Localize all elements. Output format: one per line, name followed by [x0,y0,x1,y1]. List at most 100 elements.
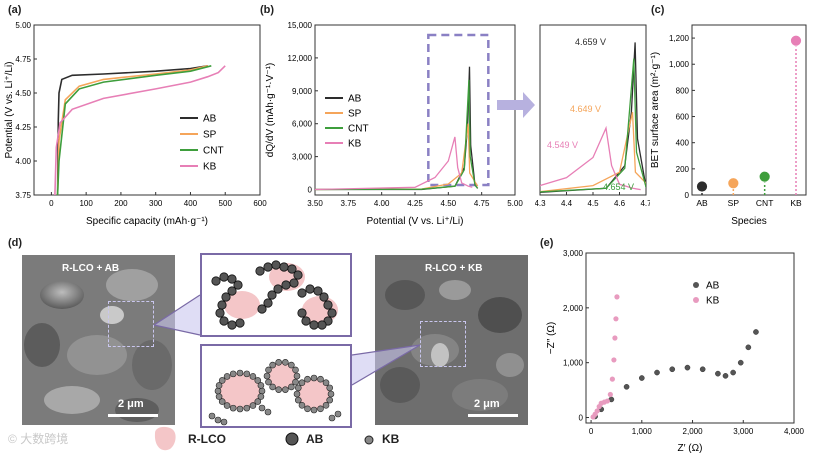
kb-particle [292,366,299,374]
point-ab [737,359,744,366]
y-tick-label: 1,000 [669,60,690,69]
ab-particle [219,272,229,282]
schematic-ab-drawing [211,260,338,330]
point-cnt [758,170,771,183]
ab-particle [257,304,267,314]
point-kb [607,391,613,398]
x-axis-label: Potential (V vs. Li⁺/Li) [367,216,464,227]
ab-particle [293,270,303,280]
kb-particle [249,402,257,409]
legend-label-kb: KB [706,296,720,307]
y-tick-label: 3,000 [563,249,584,258]
sem-image-kb [375,255,528,425]
schematic-kb-drawing [208,359,342,426]
x-tick-label: KB [790,198,802,208]
x-tick-label: 4,000 [784,427,805,436]
y-tick-label: 0 [579,414,584,423]
panel-label-b: (b) [260,4,275,16]
kb-particle [265,366,272,374]
y-tick-label: 4.50 [15,89,31,98]
kb-particle [294,384,302,392]
point-ab [696,180,708,193]
kb-particle [249,373,257,380]
y-tick-label: 4.25 [15,123,31,132]
plot-frame [585,252,795,424]
series-line-cnt [314,79,479,191]
ab-particle [313,286,323,296]
point-kb [612,335,618,341]
legend-label-kb: KB [348,139,362,150]
point-ab [730,369,736,376]
inset-series-kb [540,125,641,191]
kb-particle [298,402,306,409]
point-kb [613,316,619,322]
y-tick-label: 3.75 [15,191,31,200]
sem-label-kb: R-LCO + KB [425,263,483,274]
ab-particle [271,260,281,270]
legend-label-sp: SP [203,130,217,141]
y-tick-label: 400 [676,139,690,148]
y-axis-label: −Z″ (Ω) [546,322,557,354]
y-tick-label: 9,000 [292,87,313,96]
kb-particle [317,405,324,413]
legend-label-cnt: CNT [203,146,224,157]
ab-particle [217,300,227,310]
kb-particle [254,398,262,405]
legend-label-kb: KB [203,162,217,173]
kb-particle [304,405,311,413]
y-tick-label: 1,200 [669,34,690,43]
legend-rlco: R-LCO [188,432,226,446]
ab-particle [327,308,337,318]
x-tick-label: 4.50 [441,199,457,208]
x-tick-label: 400 [184,199,198,208]
ab-particle [281,280,291,290]
legend-label-sp: SP [348,109,362,120]
series-line-sp [314,123,479,191]
series-line-sp [56,65,208,196]
y-tick-label: 2,000 [563,304,584,313]
x-axis-label: Species [731,216,767,227]
sem-label-ab: R-LCO + AB [62,263,120,274]
x-tick-label: 3.75 [341,199,357,208]
kb-particle [214,387,222,395]
ab-legend-icon [285,432,299,446]
kb-particle [326,384,334,392]
point-ab [745,344,752,351]
schematic-kb [200,344,352,428]
x-tick-label: 4.3 [535,199,546,208]
x-tick-label: 200 [114,199,128,208]
x-tick-label: SP [728,198,740,208]
chart-b-dqdv: 3.50 3.75 4.00 4.25 4.50 4.75 5.00 0 3,000 6,000 9… [265,21,535,227]
ab-particle [221,292,231,302]
y-tick-label: 6,000 [292,120,313,129]
chart-b-inset: 4.3 4.4 4.5 4.6 4.7 4.659 V 4.649 V 4.549 V 4.65… [535,24,650,208]
x-axis-label: Specific capacity (mAh·g⁻¹) [86,216,208,227]
y-tick-label: 5.00 [15,21,31,30]
x-tick-label: 4.75 [474,199,490,208]
sem-texture-kb [375,255,528,425]
ab-particle [301,316,311,326]
kb-particle [288,383,295,391]
y-tick-label: 1,000 [563,359,584,368]
kb-particle [294,396,302,404]
y-axis-label: BET surface area (m²·g⁻¹) [650,52,661,168]
peak-annotation: 4.649 V [570,104,601,114]
kb-particle [327,390,335,398]
kb-particle [275,386,282,393]
panel-label-d: (d) [8,237,23,249]
kb-particle [236,405,244,413]
kb-particle [326,396,334,404]
kb-particle [257,382,265,389]
watermark-logo-icon: © [8,432,17,446]
kb-particle [236,369,244,377]
ab-particle [219,316,229,326]
x-tick-label: 3.50 [307,199,323,208]
x-tick-label: AB [696,198,708,208]
series-line-cnt [56,65,212,196]
point-kb [594,408,600,414]
zoom-region-kb [420,321,466,367]
chart-a-charge-curves: 0 100 200 300 400 500 600 3.75 4.00 4.25 4.50 4.75 5… [4,21,267,227]
kb-particle [282,386,289,393]
legend-marker-kb [693,297,699,303]
kb-particle [293,390,301,398]
